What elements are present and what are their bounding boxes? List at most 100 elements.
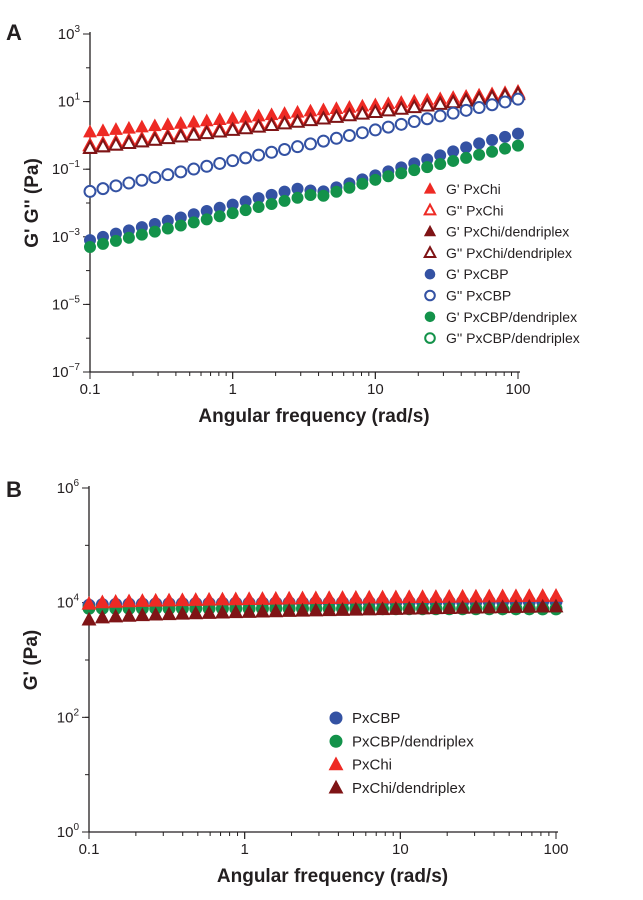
data-point (201, 605, 217, 619)
data-point (187, 216, 200, 229)
data-point (198, 124, 215, 140)
y-tick-label: 10−1 (52, 159, 81, 178)
data-point (96, 182, 110, 196)
y-tick-label: 10−7 (52, 362, 81, 381)
data-point (308, 602, 324, 617)
series-g-storage-pxcbp-dendriplex (84, 139, 524, 253)
data-point (161, 606, 177, 621)
data-point (321, 602, 337, 617)
data-point (348, 589, 364, 604)
data-point (348, 601, 364, 616)
x-tick-label: 100 (505, 381, 530, 398)
series-g-loss-pxchi-dendriplex (82, 85, 526, 154)
data-point (421, 161, 434, 174)
data-point (263, 116, 280, 132)
y-tick-label: 10−3 (52, 227, 81, 246)
data-point (265, 197, 278, 210)
data-point (121, 593, 137, 608)
data-point (211, 123, 228, 138)
data-point (252, 148, 266, 162)
data-point (148, 592, 164, 607)
legend-marker-pxchi-dendriplex (328, 779, 344, 794)
data-point (96, 123, 110, 137)
data-point (304, 188, 317, 201)
legend-label: G'' PxChi/dendriplex (446, 245, 572, 261)
data-point (160, 129, 176, 145)
x-axis-title: Angular frequency (rad/s) (198, 406, 429, 427)
data-point (241, 604, 257, 618)
data-point (281, 603, 297, 617)
data-point (213, 156, 227, 170)
y-tick-label: 102 (57, 707, 80, 726)
data-point (147, 131, 163, 146)
data-point (316, 134, 330, 148)
data-point (342, 129, 356, 143)
data-point (481, 599, 497, 614)
data-point (335, 602, 350, 616)
data-point (134, 133, 150, 148)
series-g-loss-pxcbp (83, 92, 525, 198)
data-point (393, 100, 410, 115)
y-tick-label: 101 (58, 92, 81, 111)
data-point (367, 103, 384, 119)
legend-marker-g-loss-pxcbp (424, 289, 436, 302)
data-point (369, 173, 382, 186)
data-point (161, 168, 175, 182)
data-point (473, 137, 486, 150)
data-point (252, 201, 265, 214)
legend-label: PxCBP/dendriplex (352, 733, 474, 750)
data-point (361, 589, 377, 604)
data-point (382, 170, 395, 183)
data-point (121, 134, 137, 149)
data-point (447, 154, 460, 167)
data-point (135, 228, 148, 241)
data-point (380, 102, 397, 117)
data-point (395, 167, 408, 180)
legend-marker-g-loss-pxchi-dendriplex (423, 245, 437, 259)
x-tick-label: 10 (367, 381, 384, 398)
y-tick-label: 100 (57, 822, 80, 841)
data-point (401, 600, 417, 615)
data-point (420, 112, 434, 126)
y-tick-label: 106 (57, 478, 80, 497)
data-point (278, 194, 291, 207)
data-point (512, 139, 524, 152)
data-point (108, 136, 124, 151)
data-point (354, 105, 371, 120)
data-point (335, 590, 350, 604)
x-axis-title: Angular frequency (rad/s) (217, 866, 448, 887)
data-point (341, 106, 358, 122)
data-point (406, 98, 422, 114)
panel-letter-a: A (6, 20, 22, 45)
data-point (355, 126, 369, 140)
data-point (226, 207, 239, 220)
data-point (135, 173, 149, 187)
data-point (455, 599, 471, 614)
y-axis-title: G' (Pa) (21, 630, 42, 690)
data-point (486, 145, 499, 158)
legend-label: PxChi (352, 757, 392, 774)
data-point (121, 607, 137, 622)
legend-marker-g-loss-pxchi (423, 202, 437, 216)
data-point (329, 131, 343, 145)
data-point (161, 592, 177, 607)
data-point (109, 179, 123, 193)
data-point (281, 590, 297, 605)
legend-label: G'' PxCBP (446, 288, 511, 304)
data-point (495, 599, 511, 614)
data-point (147, 118, 162, 132)
data-point (239, 151, 253, 165)
data-point (521, 598, 537, 613)
data-point (188, 605, 204, 620)
data-point (321, 590, 337, 604)
data-point (407, 115, 421, 129)
data-point (134, 119, 149, 133)
legend-marker-pxcbp-dendriplex (329, 734, 343, 748)
data-point (108, 593, 124, 608)
data-point (173, 128, 189, 143)
series-pxchi (81, 588, 564, 610)
data-point (535, 598, 551, 613)
data-point (315, 110, 332, 125)
data-point (317, 189, 330, 202)
data-point (548, 598, 564, 613)
